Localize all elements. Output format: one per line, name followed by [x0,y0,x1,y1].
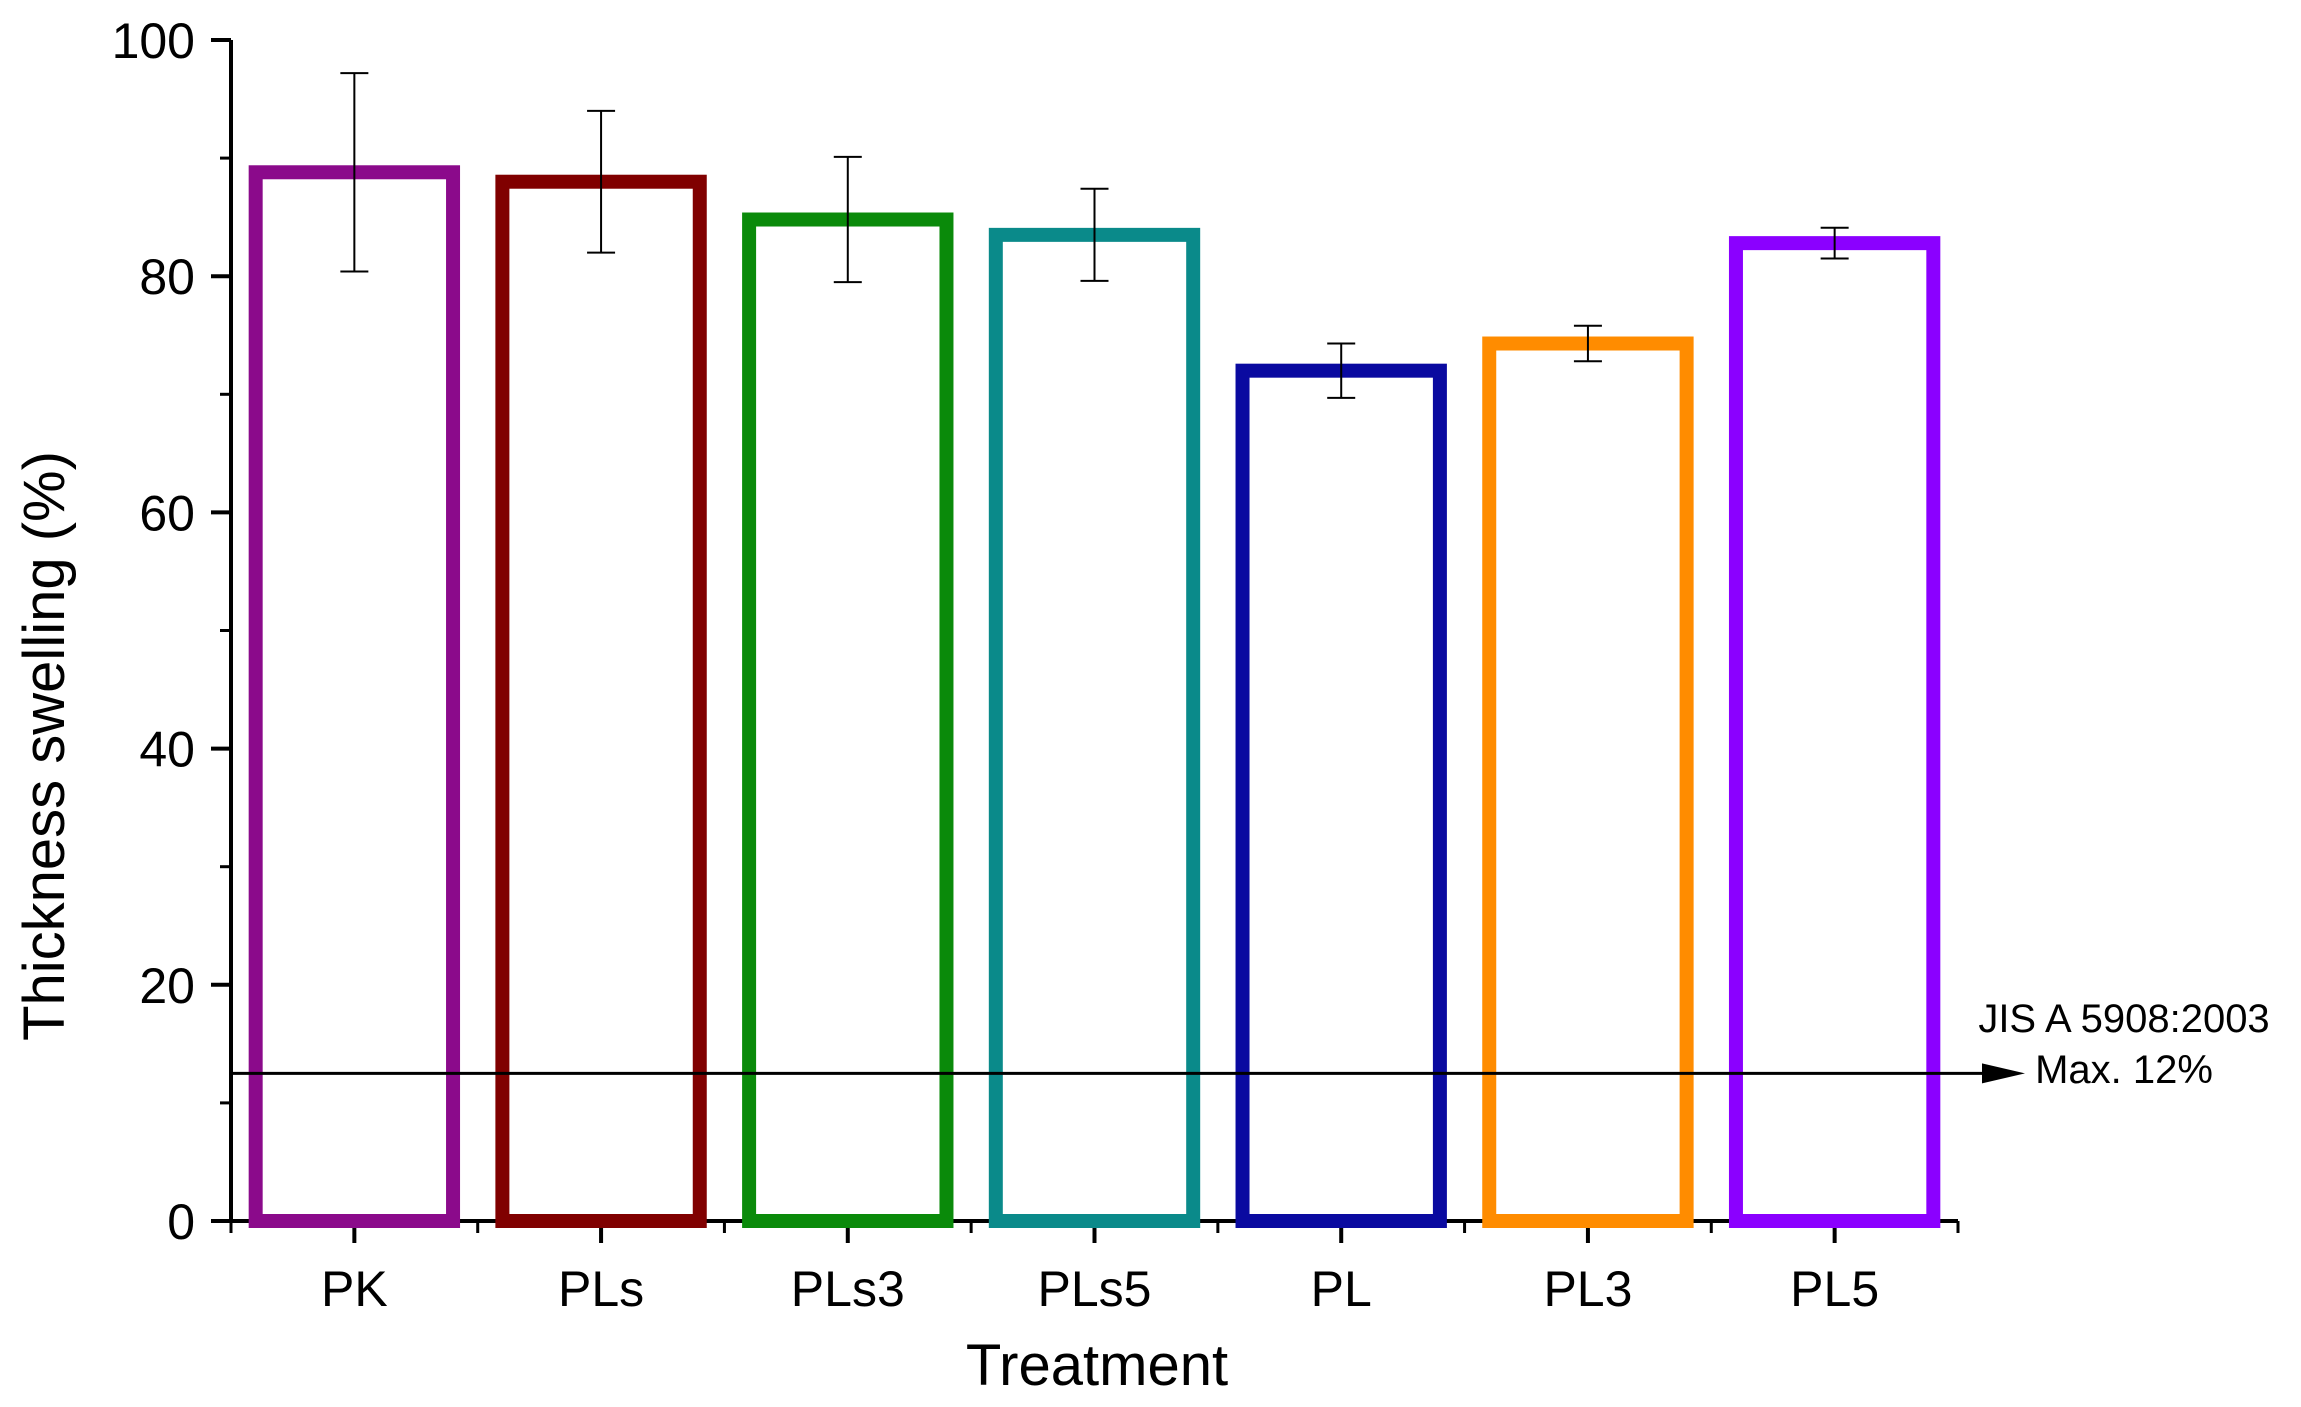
x-tick-label: PLs5 [1038,1261,1152,1317]
y-tick-label: 60 [139,485,195,541]
y-tick-label: 20 [139,958,195,1014]
x-tick-label: PL3 [1543,1261,1632,1317]
y-tick-label: 100 [112,13,195,69]
x-tick-label: PL [1311,1261,1372,1317]
x-tick-label: PLs3 [791,1261,905,1317]
y-tick-label: 0 [167,1194,195,1250]
y-tick-label: 80 [139,249,195,305]
bar [742,212,954,1228]
bar [1235,363,1447,1228]
x-tick-label: PL5 [1790,1261,1879,1317]
reference-line-label-standard: JIS A 5908:2003 [1978,997,2269,1041]
error-bars [340,72,1849,399]
x-axis-label: Treatment [966,1333,1228,1398]
bar [495,174,707,1229]
x-tick-label: PLs [558,1261,644,1317]
bar [1482,336,1694,1228]
y-tick-label: 40 [139,722,195,778]
reference-line-group [231,1063,2025,1084]
reference-line-label-max: Max. 12% [2035,1048,2213,1092]
labels: Treatment Thickness swelling (%) JIS A 5… [12,451,2270,1398]
reference-line-arrow [1982,1063,2025,1084]
bar [248,165,461,1229]
axes: 0 20 40 60 80 100 PK PLs PLs3 PLs5 PL PL3 PL5 [112,13,1960,1317]
y-axis-label: Thickness swelling (%) [12,451,77,1041]
bars [248,165,1941,1229]
x-tick-label: PK [321,1261,388,1317]
